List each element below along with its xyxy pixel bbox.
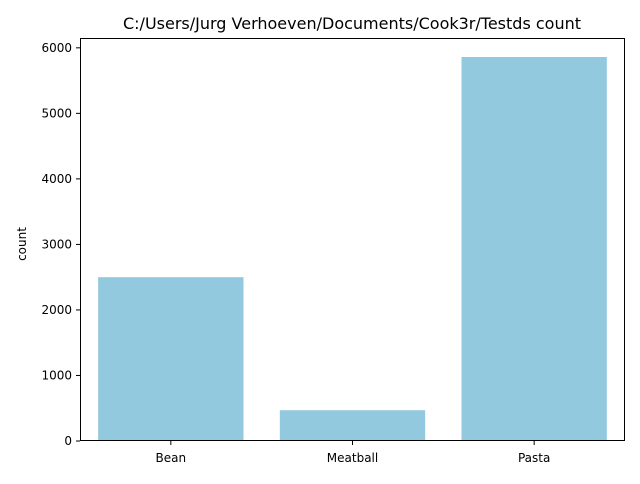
plot-frame (80, 38, 625, 441)
y-axis-label: count (15, 227, 29, 261)
y-tick-label: 6000 (41, 41, 72, 55)
bar-bean (98, 277, 244, 441)
bar-pasta (461, 57, 607, 442)
x-tick-label-bean: Bean (156, 451, 187, 465)
y-ticks: 0 1000 2000 3000 4000 5000 6000 (41, 41, 80, 448)
y-tick-label: 5000 (41, 106, 72, 120)
y-tick-label: 3000 (41, 237, 72, 251)
x-ticks: Bean Meatball Pasta (156, 441, 550, 465)
y-tick-label: 4000 (41, 172, 72, 186)
x-tick-label-pasta: Pasta (518, 451, 550, 465)
y-tick-label: 1000 (41, 368, 72, 382)
x-tick-label-meatball: Meatball (327, 451, 378, 465)
y-tick-label: 0 (64, 434, 72, 448)
bars-layer (98, 57, 607, 442)
y-tick-label: 2000 (41, 303, 72, 317)
chart-title: C:/Users/Jurg Verhoeven/Documents/Cook3r… (123, 14, 581, 33)
bar-meatball (279, 410, 426, 441)
